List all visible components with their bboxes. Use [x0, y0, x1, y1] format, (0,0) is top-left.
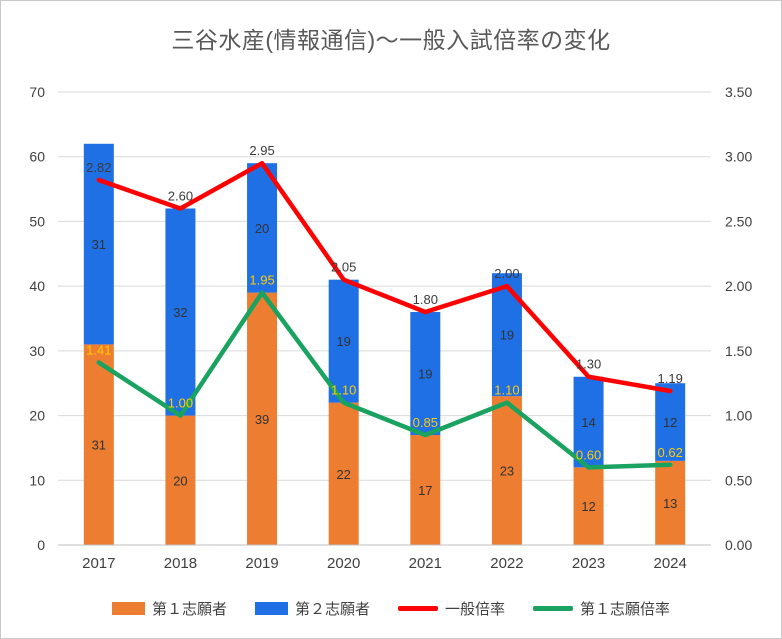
line-label: 1.80 — [413, 292, 438, 307]
bar-label: 12 — [663, 415, 677, 430]
legend-swatch-red-line — [398, 606, 438, 611]
bar-segment — [655, 460, 686, 545]
bar-label: 31 — [92, 438, 106, 453]
bar-segment — [491, 273, 522, 397]
bar-label: 19 — [336, 334, 350, 349]
bar-label: 39 — [255, 412, 269, 427]
line-label: 2.82 — [86, 160, 111, 175]
line-label: 1.10 — [494, 383, 519, 398]
y-axis-label-right: 3.00 — [725, 149, 752, 165]
legend-label: 第１志願者 — [151, 601, 227, 618]
chart-legend: 第１志願者 第２志願者 一般倍率 第１志願倍率 — [1, 598, 781, 619]
bar-segment — [410, 434, 441, 545]
y-axis-label-right: 2.50 — [725, 213, 752, 229]
bar-label: 14 — [581, 415, 595, 430]
bar-segment — [83, 143, 114, 345]
y-axis-label-right: 0.00 — [725, 537, 752, 553]
line-label: 2.95 — [249, 143, 274, 158]
legend-item-first-choice-applicants: 第１志願者 — [111, 598, 227, 619]
legend-swatch-blue-bar — [254, 602, 288, 615]
y-axis-label-left: 0 — [37, 537, 45, 553]
bar-segment — [247, 163, 278, 293]
x-axis-label: 2024 — [654, 555, 687, 572]
bar-label: 20 — [173, 473, 187, 488]
bar-segment — [491, 396, 522, 545]
bar-segment — [328, 402, 359, 545]
chart-title: 三谷水産(情報通信)〜一般入試倍率の変化 — [171, 27, 611, 53]
line-label: 0.85 — [413, 415, 438, 430]
y-axis-label-left: 40 — [29, 278, 45, 294]
bar-segment — [410, 312, 441, 435]
bar-segment — [247, 292, 278, 545]
y-axis-label-right: 3.50 — [725, 84, 752, 100]
y-axis-label-left: 20 — [29, 408, 45, 424]
bar-label: 17 — [418, 483, 432, 498]
y-axis-label-left: 30 — [29, 343, 45, 359]
line-label: 1.95 — [249, 273, 274, 288]
line-label: 1.10 — [331, 383, 356, 398]
bar-label: 13 — [663, 496, 677, 511]
legend-item-general-ratio: 一般倍率 — [398, 598, 505, 619]
legend-label: 第１志願倍率 — [580, 601, 671, 618]
line-label: 0.62 — [658, 445, 683, 460]
x-axis-label: 2023 — [572, 555, 605, 572]
line-series — [96, 290, 673, 470]
y-axis-label-left: 70 — [29, 84, 45, 100]
y-axis-label-right: 0.50 — [725, 472, 752, 488]
legend-label: 一般倍率 — [445, 601, 506, 618]
line-label: 1.41 — [86, 343, 111, 358]
bar-segment — [165, 208, 196, 416]
y-axis-label-right: 1.50 — [725, 343, 752, 359]
legend-swatch-green-line — [533, 606, 574, 611]
bar-label: 31 — [92, 237, 106, 252]
x-axis-label: 2020 — [327, 555, 360, 572]
bar-segment — [328, 279, 359, 403]
bar-segment — [573, 376, 604, 468]
bar-label: 19 — [418, 367, 432, 382]
legend-item-first-choice-ratio: 第１志願倍率 — [533, 598, 670, 619]
x-axis-label: 2022 — [490, 555, 523, 572]
bar-label: 19 — [500, 328, 514, 343]
legend-item-second-choice-applicants: 第２志願者 — [254, 598, 370, 619]
bar-segment — [83, 344, 114, 545]
line-label: 2.00 — [494, 266, 519, 281]
line-series — [96, 160, 673, 394]
line-label: 1.30 — [576, 357, 601, 372]
line-label: 0.60 — [576, 447, 601, 462]
bar-label: 22 — [336, 467, 350, 482]
line-label: 2.60 — [168, 188, 193, 203]
legend-swatch-orange-bar — [111, 602, 145, 615]
x-axis-label: 2021 — [409, 555, 442, 572]
y-axis-label-left: 10 — [29, 472, 45, 488]
x-axis-label: 2019 — [245, 555, 278, 572]
bar-segment — [165, 415, 196, 545]
bar-segment — [573, 467, 604, 545]
y-axis-label-left: 50 — [29, 213, 45, 229]
y-axis-label-right: 1.00 — [725, 408, 752, 424]
x-axis-label: 2017 — [82, 555, 115, 572]
bar-segment — [655, 383, 686, 461]
x-axis-label: 2018 — [164, 555, 197, 572]
line-label: 1.19 — [658, 371, 683, 386]
line-label: 1.00 — [168, 396, 193, 411]
bar-label: 32 — [173, 305, 187, 320]
bar-label: 23 — [500, 464, 514, 479]
bar-label: 12 — [581, 499, 595, 514]
y-axis-label-left: 60 — [29, 149, 45, 165]
line-label: 2.05 — [331, 260, 356, 275]
legend-label: 第２志願者 — [294, 601, 370, 618]
y-axis-label-right: 2.00 — [725, 278, 752, 294]
bar-label: 20 — [255, 221, 269, 236]
